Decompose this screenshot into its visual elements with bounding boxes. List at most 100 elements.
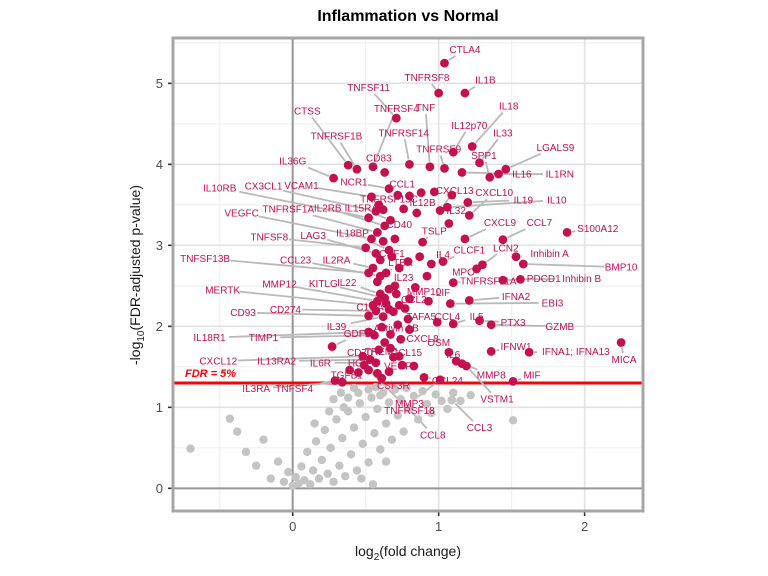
gene-label-CXCL13: CXCL13 [436,186,474,197]
x-tick-label: 0 [289,519,296,534]
data-point-TGFB1 [353,368,363,377]
x-axis-title-subscript: 2 [373,551,380,563]
data-point-IL1B [460,88,470,98]
data-point-IL18BP [384,245,394,255]
data-point-nonsignificant [381,457,391,466]
leader-line-IL5 [457,319,466,324]
y-tick-label: 0 [156,481,163,496]
gene-label-VEGFC: VEGFC [224,208,258,219]
data-point-nonsignificant [373,404,382,414]
gene-label-HGF: HGF [348,358,369,369]
gene-label-LTBR: LTBR [388,258,413,269]
gene-label-TNFRSF8: TNFRSF8 [404,73,449,84]
data-point-nonsignificant [332,415,341,424]
gene-label-TNFRSF4: TNFRSF4 [374,104,419,115]
leader-line-VSTM1 [469,369,492,394]
data-point-S100A12 [562,227,572,237]
leader-line-GDF15 [336,339,347,346]
gene-label-CLCF1: CLCF1 [453,246,485,257]
gene-label-IL2RB: IL2RB [314,204,342,215]
data-point-CCL15 [394,351,404,361]
data-point-IL1RN [494,169,503,179]
data-point-nonsignificant [311,437,321,446]
data-point-significant [397,360,407,370]
gene-label-TNFRSF14: TNFRSF14 [378,128,429,139]
data-point-nonsignificant [233,427,242,436]
data-point-IL18 [467,142,477,151]
data-point-CXCL10 [464,210,474,220]
leader-line-SPP1 [484,161,490,173]
data-point-CCL4 [432,317,442,327]
gene-label-CTLA4: CTLA4 [449,45,481,56]
data-point-significant [393,320,403,330]
data-point-nonsignificant [381,419,391,428]
data-point-MMP3 [435,375,445,385]
data-point-CX3CL1 [371,206,381,216]
data-point-significant [399,204,409,214]
gene-label-GZMB: GZMB [545,322,574,333]
leader-line-BMP10 [528,263,605,268]
data-point-GZMB [486,320,496,330]
gene-label-IL18BP: IL18BP [336,229,369,240]
gene-label-IL15RA: IL15RA [345,204,379,215]
leader-line-IFNW1 [495,348,500,352]
data-point-nonsignificant [367,393,376,402]
leader-line-LGALS9 [510,153,542,169]
data-point-nonsignificant [508,416,518,425]
gene-label-CX3CL1: CX3CL1 [245,182,283,193]
data-point-IL12p70 [448,147,458,157]
data-point-IL2RA [368,263,378,273]
data-point-nonsignificant [326,443,335,453]
data-point-LIF [424,296,433,306]
data-point-TNFSF8 [361,243,371,253]
gene-label-CCL4: CCL4 [435,312,461,323]
gene-label-TNFSF8: TNFSF8 [250,233,288,244]
data-point-significant [415,252,425,262]
gene-label-IL6: IL6 [446,350,460,361]
data-point-LGALS9 [501,164,511,174]
data-point-VEGFC [367,234,376,244]
data-point-significant [403,257,413,266]
data-point-nonsignificant [364,385,373,394]
gene-label-IL2RA: IL2RA [323,255,351,266]
gene-label-IL12B: IL12B [410,198,436,209]
gene-label-IL5: IL5 [470,312,484,323]
leader-line-NCR1 [367,183,385,189]
gene-label-LGALS9: LGALS9 [537,143,575,154]
data-point-IL33 [475,158,484,168]
data-point-KITLG [380,293,390,303]
leader-line-VEGFC [258,215,367,239]
gene-label-CCL3: CCL3 [467,423,493,434]
data-point-CCL3 [447,395,457,405]
data-point-CXCL12 [358,351,368,361]
data-point-nonsignificant [329,477,338,487]
gene-label-GDF15: GDF15 [344,329,377,340]
data-point-nonsignificant [361,412,370,422]
gene-label-IL12p70: IL12p70 [451,121,488,132]
y-axis-title-subscript: 10 [135,330,147,342]
gene-label-TAFA5: TAFA5 [406,312,436,323]
data-point-TAFA5 [403,314,413,324]
x-axis-title-text2: (fold change) [379,543,461,559]
leader-line-IL36G [307,166,330,178]
data-point-nonsignificant [320,425,330,435]
data-point-TIMP1 [370,330,379,340]
plot-panel [173,38,643,511]
leader-line-TIMP1 [280,334,370,339]
leader-line-IL2RA [353,262,369,268]
gene-label-EBI3: EBI3 [542,298,564,309]
data-point-BMP10 [518,259,528,269]
data-point-significant [410,283,420,292]
gene-label-CD83: CD83 [366,153,392,164]
gene-label-TSLP: TSLP [422,226,447,237]
y-tick-label: 1 [156,400,163,415]
data-point-nonsignificant [324,407,334,416]
leader-line-IL13RA2 [298,358,366,362]
data-point-nonsignificant [329,395,338,404]
data-point-GDF15 [327,342,337,351]
data-point-PTX3 [475,316,484,326]
gene-label-LCN2: LCN2 [493,243,519,254]
data-point-significant [394,263,404,273]
leader-line-CX3CL1 [282,189,372,212]
y-tick-label: 3 [156,238,163,253]
